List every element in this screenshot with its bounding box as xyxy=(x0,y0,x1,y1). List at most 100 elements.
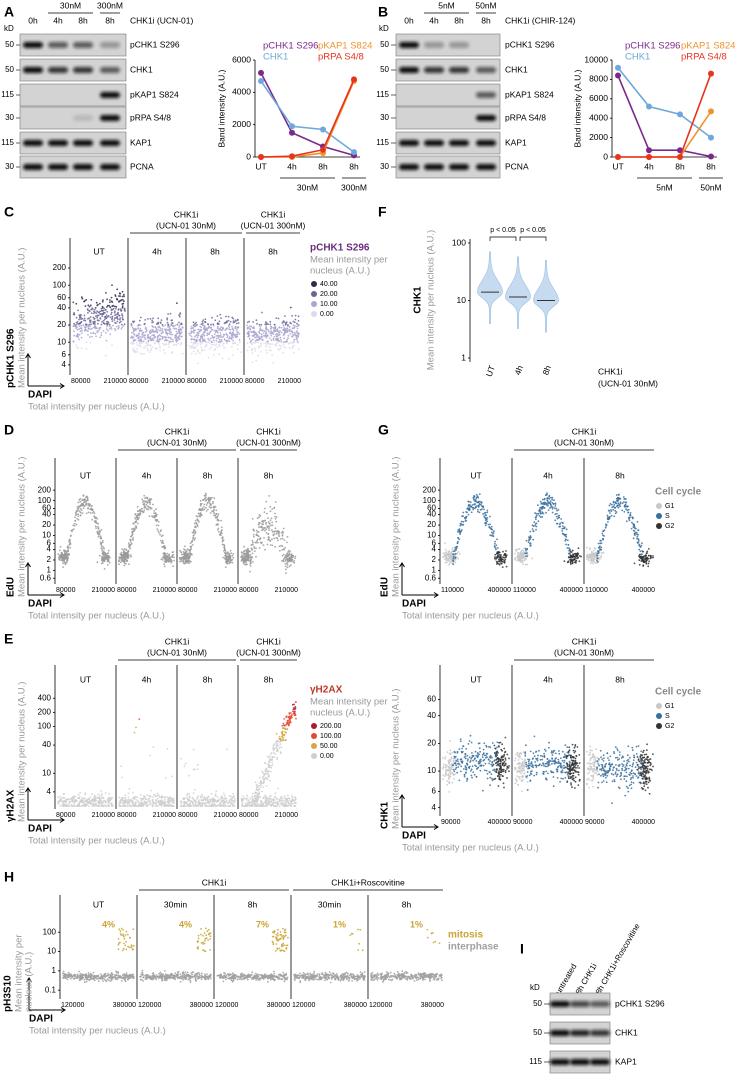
cell-dot xyxy=(483,512,486,514)
cell-dot xyxy=(82,324,85,327)
cell-dot xyxy=(261,523,263,525)
cell-dot xyxy=(211,328,214,331)
cell-dot xyxy=(139,329,142,332)
cell-dot xyxy=(249,341,252,343)
cell-dot xyxy=(469,501,472,504)
cell-dot xyxy=(246,548,249,550)
cell-dot xyxy=(206,334,209,337)
cell-dot xyxy=(207,498,210,501)
cell-dot xyxy=(149,503,152,505)
cell-dot xyxy=(167,555,169,558)
cell-dot xyxy=(551,496,554,499)
cell-dot xyxy=(89,316,92,318)
cell-dot xyxy=(178,335,181,337)
cell-dot xyxy=(568,549,570,552)
lane-label: 0h xyxy=(404,15,414,25)
cell-dot xyxy=(138,516,140,519)
column-label: 4h xyxy=(152,246,162,256)
y-tick-label: 2000 xyxy=(232,119,251,129)
cell-dot xyxy=(535,525,538,528)
cell-dot xyxy=(166,333,169,336)
cell-dot xyxy=(477,505,480,508)
cell-dot xyxy=(64,550,67,552)
cell-dot xyxy=(545,511,547,514)
cell-dot xyxy=(285,572,287,574)
cell-dot xyxy=(62,793,65,795)
cell-dot xyxy=(129,547,132,550)
cell-dot xyxy=(119,802,122,805)
cell-dot xyxy=(494,540,497,543)
cell-dot xyxy=(277,532,280,535)
cell-dot xyxy=(121,548,124,550)
cell-dot xyxy=(152,339,155,341)
cell-dot xyxy=(232,354,234,357)
cell-dot xyxy=(231,336,233,339)
cell-dot xyxy=(190,332,193,335)
kd-marker: 50 xyxy=(380,65,389,74)
cell-dot xyxy=(98,796,101,799)
x-tick-label: 8h xyxy=(706,161,716,171)
cell-dot xyxy=(228,337,231,339)
cell-dot xyxy=(213,341,216,344)
cell-dot xyxy=(286,535,289,538)
cell-dot xyxy=(283,556,286,559)
cell-dot xyxy=(275,516,278,518)
cell-dot xyxy=(574,560,577,563)
cell-dot xyxy=(246,342,249,345)
cell-dot xyxy=(179,556,181,559)
cell-dot xyxy=(167,313,170,315)
cell-dot xyxy=(169,312,172,315)
blot-band xyxy=(100,115,120,121)
legend-entry: pRPA S4/8 xyxy=(681,52,727,63)
cell-dot xyxy=(149,329,152,332)
cell-dot xyxy=(127,544,130,546)
cell-dot xyxy=(212,324,215,327)
cell-dot xyxy=(157,800,160,802)
cell-dot xyxy=(132,802,135,805)
cell-dot xyxy=(271,343,274,346)
cell-dot xyxy=(94,327,97,330)
cell-dot xyxy=(263,537,265,539)
cell-dot xyxy=(251,544,253,546)
cell-dot xyxy=(255,541,258,544)
cell-dot xyxy=(192,537,195,540)
cell-dot xyxy=(79,327,82,330)
cell-dot xyxy=(165,336,167,339)
cell-dot xyxy=(144,334,146,337)
cell-dot xyxy=(100,537,103,540)
cell-dot xyxy=(271,508,274,510)
cell-dot xyxy=(117,325,120,327)
cell-dot xyxy=(168,340,171,343)
cell-dot xyxy=(168,329,171,332)
cell-dot xyxy=(111,320,114,322)
cell-dot xyxy=(251,331,253,333)
group-label: 30nM xyxy=(297,182,318,192)
cell-dot xyxy=(609,515,611,518)
cell-dot xyxy=(190,546,192,549)
cell-dot xyxy=(262,544,265,547)
cell-dot xyxy=(614,502,617,505)
cell-dot xyxy=(119,318,121,321)
cell-dot xyxy=(215,343,218,345)
cell-dot xyxy=(285,328,287,330)
cell-dot xyxy=(246,321,249,324)
cell-dot xyxy=(99,317,102,319)
cell-dot xyxy=(101,539,104,542)
cell-dot xyxy=(143,347,145,349)
cell-dot xyxy=(486,517,489,519)
cell-dot xyxy=(219,336,222,338)
cell-dot xyxy=(138,344,141,347)
cell-dot xyxy=(593,547,596,549)
cell-dot xyxy=(76,510,79,513)
cell-dot xyxy=(165,557,168,560)
cell-dot xyxy=(483,508,485,511)
x-tick-label: 80000 xyxy=(187,378,207,385)
cell-dot xyxy=(96,327,98,330)
cell-dot xyxy=(252,334,255,337)
cell-dot xyxy=(458,528,461,530)
cell-dot xyxy=(183,548,185,550)
cell-dot xyxy=(93,318,96,320)
cell-dot xyxy=(108,304,110,307)
cell-dot xyxy=(136,805,139,807)
cell-dot xyxy=(138,718,141,720)
